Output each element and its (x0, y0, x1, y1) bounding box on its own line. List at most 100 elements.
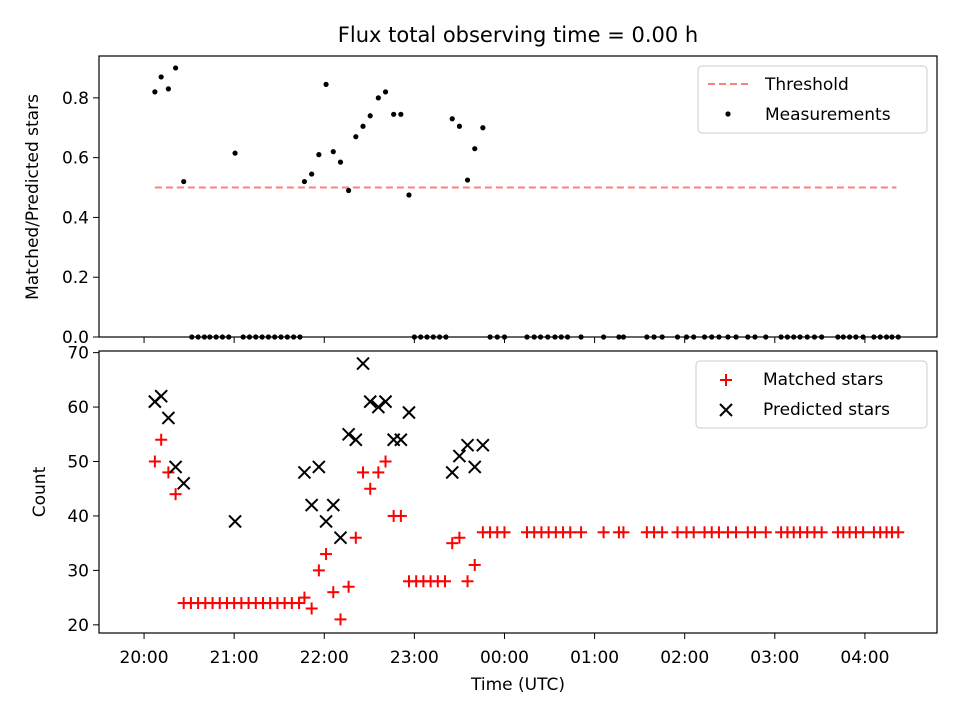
matched-star-point (461, 575, 474, 588)
matched-star-point (349, 531, 362, 544)
predicted-star-point (356, 356, 370, 371)
measurement-point (330, 149, 336, 155)
matched-star-point (857, 526, 870, 539)
matched-star-point (327, 586, 340, 599)
predicted-star-point (154, 389, 168, 403)
measurement-point (449, 116, 455, 122)
matched-star-point (446, 537, 459, 550)
top-legend: Threshold Measurements (697, 65, 928, 134)
measurement-point (301, 178, 308, 185)
predicted-star-point (333, 531, 348, 545)
predicted-star-point (168, 460, 183, 474)
measurement-point (181, 178, 187, 185)
matched-star-point (730, 526, 743, 539)
predicted-star-point (378, 394, 393, 409)
matched-star-point (162, 466, 175, 479)
bottom-legend-box (695, 360, 928, 429)
bottom-y-tick-label: 20 (67, 616, 89, 636)
measurement-point (232, 150, 238, 156)
matched-star-point (759, 526, 772, 539)
matched-star-point (334, 613, 347, 626)
measurement-point (375, 95, 381, 101)
top-y-tick-label: 0.8 (62, 89, 89, 109)
x-tick-label: 22:00 (300, 648, 349, 668)
legend-matched-plus-icon (720, 374, 732, 386)
predicted-star-point (468, 460, 482, 474)
legend-predicted-label: Predicted stars (763, 400, 890, 420)
measurement-point (456, 123, 463, 129)
bottom-panel-marks (148, 356, 905, 626)
predicted-star-point (176, 476, 191, 490)
predicted-star-point (445, 465, 459, 480)
matched-star-point (597, 526, 610, 539)
matched-star-point (148, 455, 161, 468)
matched-star-point (892, 526, 905, 539)
chart-title: Flux total observing time = 0.00 h (338, 23, 698, 47)
matched-star-point (575, 526, 588, 539)
predicted-star-point (304, 498, 319, 512)
predicted-star-point (452, 449, 467, 463)
matched-star-point (815, 526, 828, 539)
predicted-star-point (161, 411, 176, 425)
predicted-star-point (326, 498, 340, 512)
measurement-point (391, 111, 397, 117)
measurement-point (480, 125, 486, 131)
measurement-point (353, 134, 359, 140)
matched-star-point (439, 575, 452, 588)
measurement-point (367, 113, 373, 119)
measurement-point (398, 111, 404, 117)
top-y-tick-label: 0.0 (62, 328, 89, 348)
bottom-y-tick-label: 30 (67, 561, 89, 581)
top-y-tick-label: 0.2 (62, 268, 89, 288)
x-tick-label: 02:00 (660, 648, 709, 668)
x-tick-label: 04:00 (840, 648, 889, 668)
measurement-point (158, 74, 164, 80)
top-y-axis-label: Matched/Predicted stars (23, 94, 43, 300)
matched-star-point (379, 455, 392, 468)
measurement-point (165, 86, 171, 92)
predicted-star-point (297, 465, 312, 480)
top-y-tick-label: 0.6 (62, 149, 89, 169)
measurement-point (172, 65, 179, 71)
matched-star-point (305, 602, 318, 615)
legend-measurement-dot-icon (725, 111, 731, 117)
top-y-tick-label: 0.4 (62, 208, 89, 228)
matched-star-point (617, 526, 630, 539)
legend-measurements-label: Measurements (765, 105, 891, 125)
predicted-star-point (371, 400, 386, 414)
bottom-y-tick-label: 50 (67, 453, 89, 473)
matched-star-point (357, 466, 370, 479)
measurement-point (472, 146, 478, 152)
matched-star-point (320, 548, 333, 561)
matched-star-point (372, 466, 385, 479)
matched-star-point (364, 482, 377, 495)
predicted-star-point (341, 427, 356, 442)
top-legend-box (697, 65, 928, 134)
bottom-y-tick-label: 40 (67, 507, 89, 527)
predicted-star-point (228, 514, 242, 529)
legend-threshold-label: Threshold (764, 75, 849, 95)
matched-star-point (453, 531, 466, 544)
matched-star-point (687, 526, 700, 539)
measurement-point (309, 171, 315, 177)
predicted-star-point (476, 438, 490, 452)
x-tick-label: 23:00 (390, 648, 439, 668)
measurement-point (152, 89, 158, 95)
measurement-point (382, 89, 389, 95)
measurement-point (337, 159, 344, 165)
x-tick-label: 01:00 (570, 648, 619, 668)
top-panel-frame (98, 55, 938, 338)
matched-star-point (498, 526, 511, 539)
x-tick-label: 20:00 (120, 648, 169, 668)
matched-star-point (394, 509, 407, 522)
legend-predicted-x-icon (719, 403, 733, 417)
bottom-y-tick-label: 60 (67, 398, 89, 418)
x-tick-label: 00:00 (480, 648, 529, 668)
x-axis-label: Time (UTC) (470, 675, 565, 695)
predicted-star-point (460, 438, 475, 452)
predicted-star-point (363, 394, 377, 409)
measurement-point (464, 177, 471, 183)
predicted-star-point (394, 433, 408, 447)
measurement-point (360, 123, 366, 129)
